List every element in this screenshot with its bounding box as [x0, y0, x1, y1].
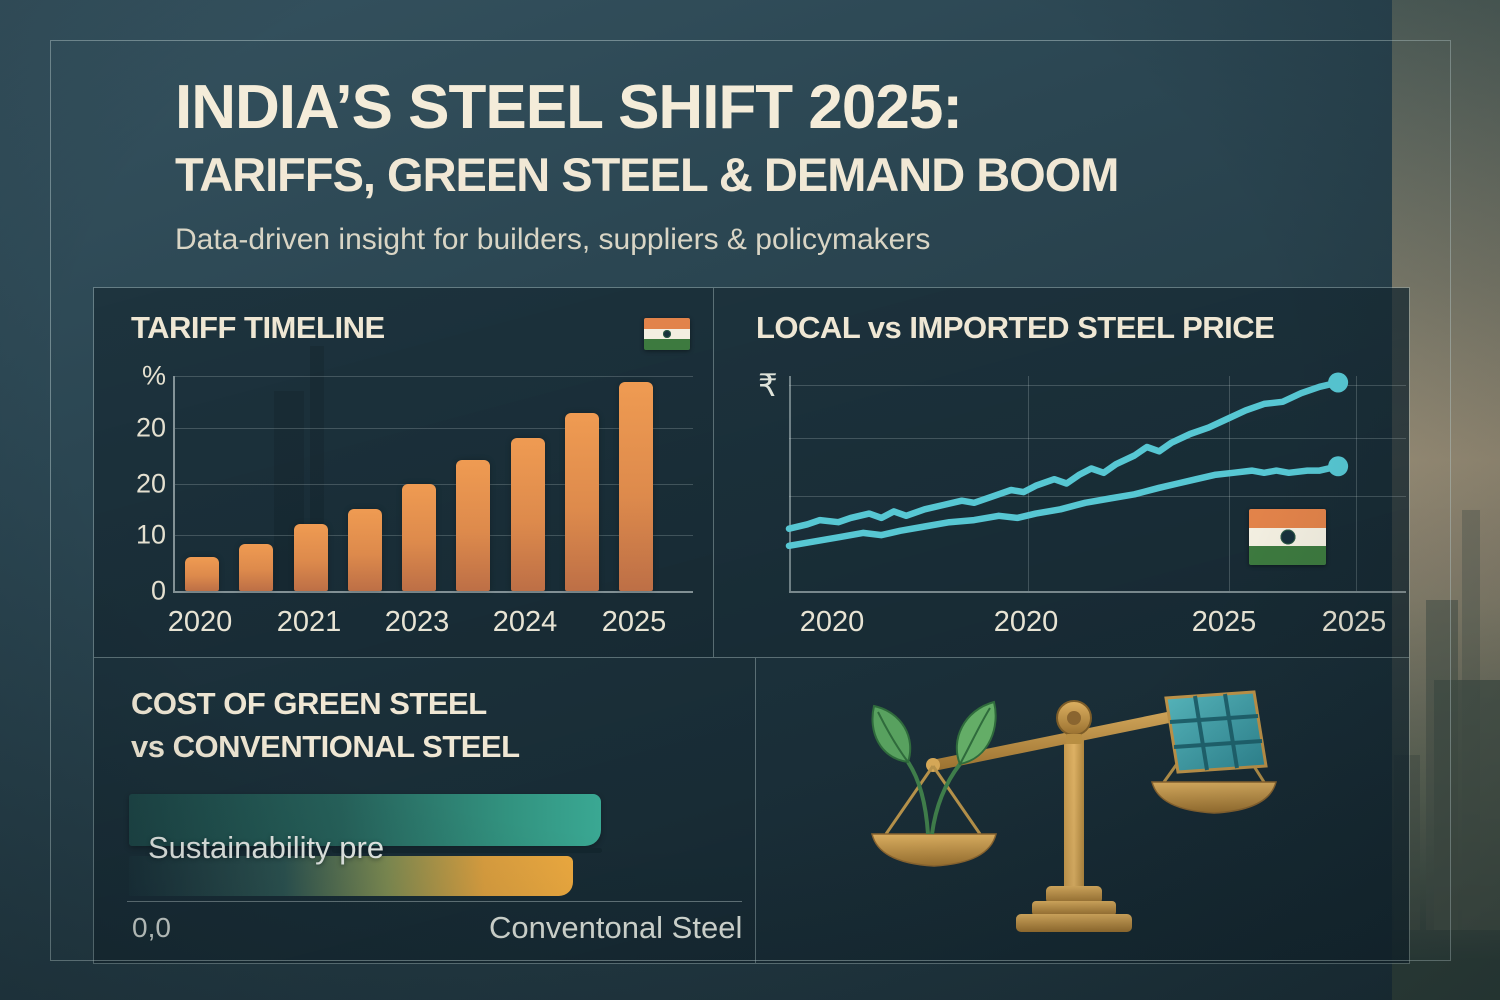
- line-end-marker: [1328, 372, 1349, 393]
- green-leaves-icon: [871, 700, 997, 835]
- lower-line-steady-price: [785, 463, 1342, 550]
- header: INDIA’S STEEL SHIFT 2025: TARIFFS, GREEN…: [175, 73, 1119, 257]
- tariff-x-labels: 2020 2021 2023 2024 2025: [168, 606, 691, 642]
- price-x-label: 2025: [1321, 606, 1387, 638]
- price-x-labels: 2020 2020 2025 2025: [789, 606, 1406, 642]
- tariff-x-label: 2024: [492, 606, 558, 638]
- tariff-bar: [619, 382, 653, 591]
- tariff-bar: [402, 483, 436, 591]
- tariff-y-tick: %: [141, 360, 166, 391]
- scale-left-pan: [871, 833, 997, 867]
- tariff-x-label: 2025: [601, 606, 667, 638]
- sustainability-label: Sustainability pre: [148, 830, 385, 865]
- horizontal-gridline: [789, 384, 1406, 386]
- flag-chakra: [663, 330, 671, 338]
- price-chart: [785, 372, 1406, 593]
- tariff-y-tick: 20: [135, 412, 166, 443]
- background-cityscape: [1392, 0, 1500, 1000]
- tariff-y-ticks: % 20 20 10 0: [122, 361, 166, 606]
- vertical-gridline: [1229, 376, 1230, 591]
- horizontal-gridline: [175, 427, 693, 429]
- scale-base-and-pillar: [1016, 724, 1132, 932]
- tariff-bar: [456, 459, 491, 591]
- green-steel-bar: [129, 794, 601, 846]
- green-panel-title-line1: COST OF GREEN STEEL: [131, 686, 487, 721]
- tariff-x-label: 2023: [384, 606, 450, 638]
- tariff-bar: [185, 556, 219, 591]
- tariff-bar: [564, 412, 599, 591]
- flag-white-stripe: [1249, 527, 1326, 547]
- tariff-y-tick: 0: [150, 575, 166, 606]
- india-flag-icon: [1249, 509, 1326, 565]
- flag-green-stripe: [1249, 546, 1326, 565]
- horizontal-gridline: [789, 496, 1406, 498]
- tariff-panel-title: TARIFF TIMELINE: [131, 310, 385, 345]
- price-lines-svg: [785, 372, 1349, 550]
- main-title-line2: TARIFFS, GREEN STEEL & DEMAND BOOM: [175, 148, 1119, 202]
- green-steel-cost-panel: COST OF GREEN STEEL vs CONVENTIONAL STEE…: [94, 658, 756, 963]
- scale-right-pan: [1151, 781, 1277, 814]
- india-flag-icon: [644, 318, 690, 350]
- tariff-bar: [510, 438, 545, 591]
- tariff-bar: [239, 543, 274, 591]
- flag-saffron-stripe: [644, 318, 690, 329]
- tariff-bars: [175, 376, 693, 591]
- tariff-y-tick: 20: [135, 468, 166, 498]
- price-x-label: 2025: [1191, 606, 1257, 638]
- tariff-timeline-panel: TARIFF TIMELINE % 20 20 10 0 2020 2021 2023 202…: [94, 288, 714, 658]
- panels-grid: TARIFF TIMELINE % 20 20 10 0 2020 2021 2023 202…: [93, 287, 1410, 964]
- flag-chakra: [1280, 529, 1295, 545]
- horizontal-gridline: [175, 376, 693, 377]
- vertical-gridline: [1356, 376, 1357, 591]
- balance-scale-illustration: [871, 690, 1277, 932]
- tariff-chart: [173, 376, 693, 593]
- vertical-gridline: [1028, 376, 1029, 591]
- line-end-marker: [1328, 456, 1349, 477]
- price-panel-title: LOCAL vs IMPORTED STEEL PRICE: [756, 310, 1275, 345]
- solar-panel-icon: [1164, 690, 1268, 774]
- flag-saffron-stripe: [1249, 509, 1326, 528]
- x-axis-line: [789, 591, 1406, 593]
- conventional-steel-bar: [129, 856, 573, 896]
- flag-green-stripe: [644, 339, 690, 350]
- horizontal-gridline: [789, 438, 1406, 440]
- flag-white-stripe: [644, 328, 690, 340]
- price-x-label: 2020: [993, 606, 1059, 638]
- price-x-label: 2020: [799, 606, 865, 638]
- main-title-line1: INDIA’S STEEL SHIFT 2025:: [175, 73, 963, 142]
- building-silhouette: [1434, 680, 1500, 930]
- tariff-bar: [293, 524, 328, 591]
- tariff-y-tick: 10: [135, 519, 166, 550]
- subtitle: Data-driven insight for builders, suppli…: [175, 223, 931, 257]
- conventional-steel-label: Conventonal Steel: [489, 910, 743, 945]
- balance-scale-panel: [756, 658, 1409, 963]
- green-panel-title-line2: vs CONVENTIONAL STEEL: [131, 729, 520, 764]
- tariff-x-label: 2021: [276, 606, 342, 638]
- horizontal-gridline: [175, 483, 693, 485]
- tariff-x-label: 2020: [167, 606, 233, 638]
- y-axis-line: [789, 376, 791, 591]
- origin-label: 0,0: [132, 912, 171, 943]
- rupee-symbol: ₹: [758, 368, 778, 404]
- price-comparison-panel: LOCAL vs IMPORTED STEEL PRICE ₹ 2020 2020…: [714, 288, 1409, 658]
- tariff-bar: [347, 509, 382, 591]
- upper-line-rising-price: [785, 379, 1342, 532]
- axis-baseline: [127, 901, 742, 902]
- connector-line: [332, 848, 602, 853]
